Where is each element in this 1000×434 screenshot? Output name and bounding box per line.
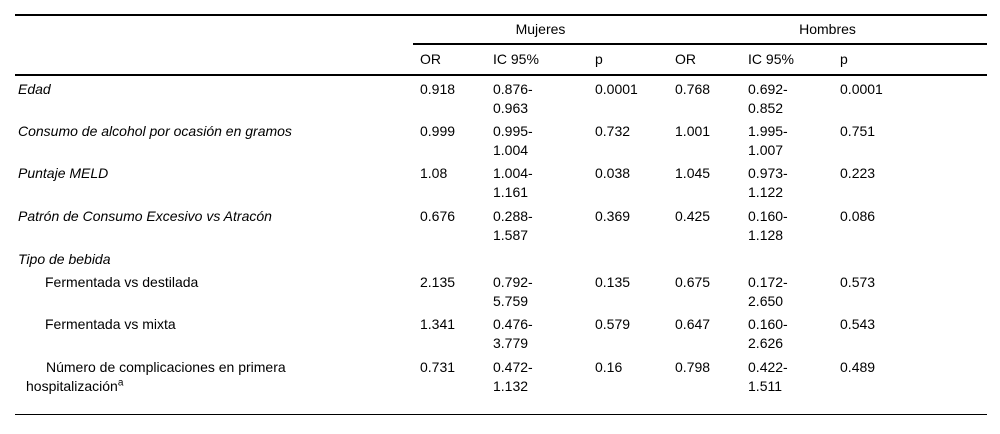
sub-header-blank: [15, 44, 413, 76]
cell-p-hombres: 0.751: [840, 123, 876, 139]
cell-ic-hombres: 0.692- 0.852: [748, 81, 788, 116]
sub-header-or-mujeres: OR: [413, 44, 486, 76]
cell-ic-hombres: 0.160- 1.128: [748, 208, 788, 243]
cell-ic-mujeres: 0.792- 5.759: [493, 274, 533, 309]
cell-or-mujeres: 0.999: [420, 123, 456, 139]
cell-ic-hombres: 0.160- 2.626: [748, 316, 788, 351]
cell-or-mujeres: 0.918: [420, 81, 456, 97]
sub-header-row: OR IC 95% p OR IC 95% p: [15, 44, 988, 76]
row-label: Número de complicaciones en primera hospi…: [26, 359, 286, 394]
cell-or-hombres: 1.001: [675, 123, 711, 139]
cell-or-hombres: 0.647: [675, 316, 711, 332]
cell-ic-hombres: 1.995- 1.007: [748, 123, 788, 158]
cell-ic-mujeres: 0.995- 1.004: [493, 123, 533, 158]
cell-or-hombres: 0.798: [675, 359, 711, 375]
cell-p-mujeres: 0.579: [595, 316, 631, 332]
table-row-numero-complicaciones: Número de complicaciones en primera hospi…: [15, 354, 987, 414]
cell-or-mujeres: 1.08: [420, 165, 448, 181]
cell-p-mujeres: 0.732: [595, 123, 631, 139]
sub-header-ic-hombres: IC 95%: [741, 44, 834, 76]
cell-or-hombres: 0.425: [675, 208, 711, 224]
group-header-mujeres: Mujeres: [413, 15, 669, 45]
cell-or-mujeres: 2.135: [420, 274, 456, 290]
cell-or-mujeres: 0.731: [420, 359, 456, 375]
row-label: Patrón de Consumo Excesivo vs Atracón: [18, 208, 272, 224]
row-label: Fermentada vs mixta: [45, 316, 176, 332]
cell-p-hombres: 0.0001: [840, 81, 883, 97]
cell-p-mujeres: 0.0001: [595, 81, 638, 97]
cell-or-mujeres: 0.676: [420, 208, 456, 224]
cell-p-hombres: 0.489: [840, 359, 876, 375]
cell-ic-mujeres: 0.476- 3.779: [493, 316, 533, 351]
sub-header-or-hombres: OR: [668, 44, 742, 76]
table-row-edad: Edad 0.918 0.876- 0.963 0.0001 0.768 0.69…: [15, 75, 987, 118]
cell-p-hombres: 0.086: [840, 208, 876, 224]
cell-p-mujeres: 0.16: [595, 359, 623, 375]
table-row-fermentada-vs-mixta: Fermentada vs mixta 1.341 0.476- 3.779 0.…: [15, 311, 987, 354]
group-header-row: Mujeres Hombres: [15, 15, 988, 45]
cell-p-hombres: 0.543: [840, 316, 876, 332]
sub-header-p-hombres: p: [833, 44, 988, 76]
table-row-consumo-alcohol: Consumo de alcohol por ocasión en gramos…: [15, 118, 987, 160]
cell-or-hombres: 0.768: [675, 81, 711, 97]
cell-ic-hombres: 0.172- 2.650: [748, 274, 788, 309]
cell-p-hombres: 0.573: [840, 274, 876, 290]
table-row-puntaje-meld: Puntaje MELD 1.08 1.004- 1.161 0.038 1.04…: [15, 160, 987, 203]
row-label: Edad: [18, 81, 51, 97]
cell-ic-hombres: 0.422- 1.511: [748, 359, 788, 394]
cell-p-hombres: 0.223: [840, 165, 876, 181]
cell-p-mujeres: 0.135: [595, 274, 631, 290]
row-label: Puntaje MELD: [18, 165, 109, 181]
table-row-patron-consumo: Patrón de Consumo Excesivo vs Atracón 0.…: [15, 203, 987, 246]
cell-or-hombres: 0.675: [675, 274, 711, 290]
corner-blank-cell: [15, 15, 413, 44]
footnote-marker: a: [117, 377, 124, 389]
section-row-label: Tipo de bebida: [18, 251, 111, 267]
table-row-fermentada-vs-destilada: Fermentada vs destilada 2.135 0.792- 5.75…: [15, 269, 987, 311]
cell-ic-mujeres: 0.472- 1.132: [493, 359, 533, 394]
regression-results-table: Mujeres Hombres OR IC 95% p OR IC 95% p …: [15, 14, 988, 415]
sub-header-ic-mujeres: IC 95%: [486, 44, 588, 76]
cell-ic-mujeres: 0.288- 1.587: [493, 208, 533, 243]
group-header-hombres: Hombres: [668, 15, 988, 45]
cell-or-hombres: 1.045: [675, 165, 711, 181]
table-row-tipo-de-bebida: Tipo de bebida: [15, 246, 987, 269]
cell-ic-mujeres: 0.876- 0.963: [493, 81, 533, 116]
cell-ic-hombres: 0.973- 1.122: [748, 165, 788, 200]
row-label: Fermentada vs destilada: [45, 274, 199, 290]
cell-p-mujeres: 0.369: [595, 208, 631, 224]
cell-p-mujeres: 0.038: [595, 165, 631, 181]
sub-header-p-mujeres: p: [588, 44, 669, 76]
row-label: Consumo de alcohol por ocasión en gramos: [18, 123, 292, 139]
cell-ic-mujeres: 1.004- 1.161: [493, 165, 533, 200]
cell-or-mujeres: 1.341: [420, 316, 456, 332]
